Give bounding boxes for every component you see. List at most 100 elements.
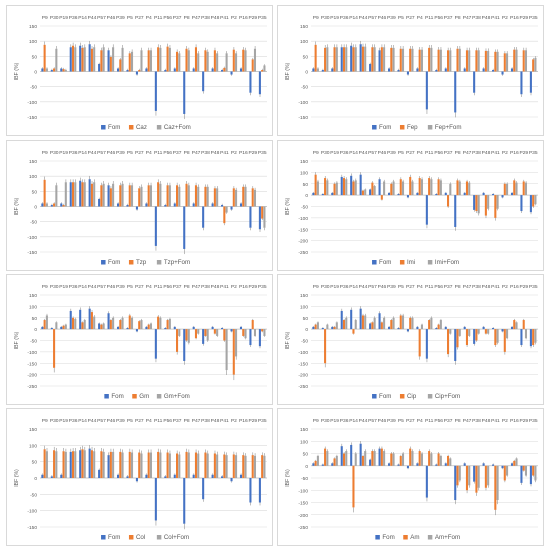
bar-col-plus-fom (225, 455, 228, 478)
bar-col-plus-fom (102, 451, 105, 478)
bar-imi (465, 181, 468, 196)
bar-caz-plus-fom (45, 68, 48, 72)
bar-fom (387, 326, 391, 330)
category-label: P37 (444, 418, 453, 424)
bar-cip-plus-fom (364, 315, 367, 330)
legend-label: Fom (382, 534, 394, 541)
bar-fom (387, 68, 391, 72)
category-label: P48 (482, 284, 491, 290)
category-label: P48 (482, 150, 491, 156)
bar-fom (69, 310, 72, 330)
bar-cip (418, 329, 421, 357)
bar-col (90, 450, 93, 478)
category-label: P44 (359, 284, 368, 290)
bar-col (251, 455, 254, 478)
bar-fom (126, 69, 129, 72)
category-label: P4 (146, 15, 152, 21)
category-label: P27 (406, 15, 415, 21)
bar-caz-plus-fom (159, 47, 162, 72)
category-label: P19 (330, 150, 339, 156)
category-label: P9 (313, 418, 319, 424)
bar-gm-plus-fom (64, 324, 67, 330)
bar-fep (314, 44, 317, 72)
bar-imi (456, 180, 459, 196)
legend-label: Fep+Fom (435, 124, 462, 131)
legend-label: Fom (108, 259, 120, 266)
bar-tzp (176, 185, 179, 207)
category-label: P4 (146, 418, 152, 424)
y-tick-label: -50 (301, 339, 308, 345)
bar-fom (154, 329, 157, 359)
category-label: P46 (378, 15, 387, 21)
bar-tzp (242, 186, 245, 207)
bar-fom (406, 71, 409, 75)
category-label: P57 (368, 15, 377, 21)
bar-col-plus-fom (187, 452, 190, 478)
bar-tzp-plus-fom (216, 188, 219, 207)
bar-col-plus-fom (112, 451, 115, 478)
y-tick-label: 100 (300, 39, 308, 45)
bar-fom (145, 203, 148, 207)
bar-caz (43, 44, 46, 72)
category-label: P16 (239, 284, 248, 290)
legend-swatch (156, 260, 162, 265)
bar-caz-plus-fom (253, 48, 257, 72)
bar-cip (532, 329, 535, 346)
category-label: P56 (434, 284, 443, 290)
legend-swatch (372, 394, 377, 399)
y-tick-label: 0 (305, 327, 308, 333)
bar-cip-plus-fom (383, 317, 386, 330)
bar-gm (213, 329, 216, 334)
category-label: P41 (491, 284, 500, 290)
bar-caz (53, 68, 56, 72)
bar-fom (359, 308, 362, 330)
bar-am-plus-fom (515, 458, 518, 466)
chart-panel-3: 150 100 50 0 -50 -100 -150 IBF (%) P9 P30 P19 P36 P1… (6, 140, 273, 271)
bar-imi-plus-fom (506, 183, 509, 196)
bar-caz (251, 59, 254, 72)
category-label: P37 (444, 150, 453, 156)
category-label: P29 (519, 150, 528, 156)
bar-gm-plus-fom (168, 318, 171, 330)
bar-caz (232, 49, 235, 72)
bar-fom (154, 71, 157, 111)
bar-cip (399, 315, 402, 330)
bar-fom (88, 448, 91, 478)
bar-fom (239, 326, 243, 330)
category-label: P9 (42, 418, 48, 424)
legend-swatch (375, 535, 380, 540)
chart-svg-6: 150 100 50 0 -50 -100 -150 -200 -250 IBF (%) P9 P30… (285, 284, 538, 400)
category-label: P9 (42, 150, 48, 156)
bar-fep-plus-fom (534, 57, 537, 72)
category-label: P47 (192, 418, 201, 424)
category-label: P8 (455, 284, 461, 290)
category-label: P5 (398, 150, 404, 156)
category-label: P29 (519, 15, 528, 21)
category-label: P4 (417, 418, 423, 424)
y-tick-label: 100 (300, 304, 308, 310)
bar-am-plus-fom (534, 465, 537, 481)
bar-fom (331, 326, 334, 330)
category-label: P27 (135, 15, 144, 21)
bar-fom (340, 176, 343, 196)
bar-cip-plus-fom (534, 329, 537, 343)
bar-tzp-plus-fom (121, 183, 124, 207)
bar-tzp (213, 188, 216, 207)
bar-fom (173, 474, 176, 478)
bar-am (447, 455, 450, 466)
bar-fep-plus-fom (449, 50, 452, 72)
y-tick-label: 100 (29, 443, 37, 449)
bar-fom (230, 478, 233, 482)
category-label: P41 (220, 15, 229, 21)
bar-fep (352, 47, 355, 72)
category-label: P16 (510, 418, 519, 424)
bar-fom (173, 203, 176, 207)
bar-gm-plus-fom (93, 316, 96, 330)
bar-fep (513, 49, 516, 72)
bar-fom (192, 68, 195, 72)
category-label: P35 (529, 150, 538, 156)
bar-gm (223, 329, 226, 341)
bar-caz (166, 46, 169, 72)
category-label: P30 (50, 150, 59, 156)
bar-cip (503, 329, 506, 352)
